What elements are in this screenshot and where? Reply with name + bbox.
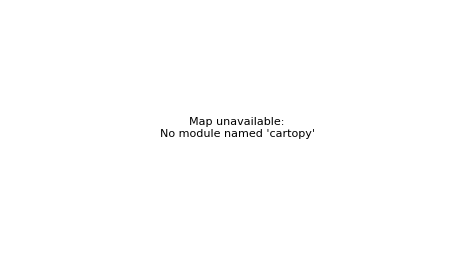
Text: Map unavailable:
No module named 'cartopy': Map unavailable: No module named 'cartop…: [159, 117, 315, 139]
